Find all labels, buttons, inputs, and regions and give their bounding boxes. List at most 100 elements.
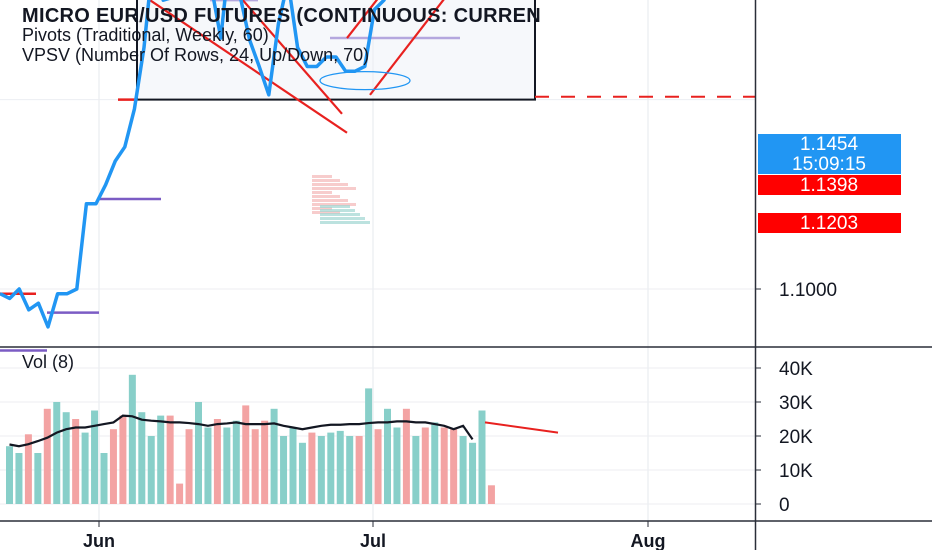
volume-bar (346, 436, 354, 504)
volume-bar (431, 422, 439, 504)
vpsv-legend: VPSV (Number Of Rows, 24, Up/Down, 70) (22, 45, 370, 65)
volume-profile-row (312, 199, 348, 202)
volume-bar (374, 429, 382, 504)
volume-tick-label: 10K (779, 461, 813, 482)
volume-ma (9, 414, 474, 448)
volume-profile-row (320, 221, 370, 224)
volume-bar (242, 405, 250, 504)
volume-trendline (484, 421, 559, 434)
volume-bar (478, 410, 486, 504)
symbol-title: MICRO EUR/USD FUTURES (CONTINUOUS: CURRE… (22, 5, 541, 27)
volume-bar (34, 453, 42, 504)
wedge-trendline (241, 0, 343, 115)
volume-bar (440, 427, 448, 504)
channel-trendline (369, 0, 445, 96)
volume-bar (402, 408, 410, 504)
volume-profile-row (320, 213, 360, 216)
drawings (0, 0, 755, 434)
volume-profile-row (312, 203, 356, 206)
volume-tick-label: 20K (779, 427, 813, 448)
volume-bar (232, 420, 240, 504)
volume-bar (213, 419, 221, 504)
volume-bar (317, 436, 325, 504)
volume-tick-label: 30K (779, 393, 813, 414)
volume-profile-row (320, 217, 365, 220)
volume-tick-label: 40K (779, 359, 813, 380)
volume-bar (365, 388, 373, 504)
volume-bar (119, 415, 127, 504)
volume-bar (100, 453, 108, 504)
volume-ma-line (9, 414, 474, 448)
volume-bar (261, 420, 269, 504)
volume-bar (450, 429, 458, 504)
volume-bar (109, 429, 117, 504)
volume-bars (6, 374, 495, 504)
volume-bar (308, 432, 316, 504)
volume-bar (24, 434, 32, 504)
price-tick-label: 1.1000 (779, 280, 837, 301)
consolidation-box (136, 0, 536, 101)
volume-bar (147, 436, 155, 504)
volume-bar (185, 429, 193, 504)
volume-profile-row (312, 183, 348, 186)
pivot-price-label: 1.1398 (800, 175, 858, 196)
wedge-trendline (149, 0, 348, 134)
volume-bar (487, 485, 495, 504)
volume-bar (195, 402, 202, 504)
volume-bar (270, 408, 278, 504)
volume-legend: Vol (8) (22, 352, 75, 372)
volume-bar (157, 415, 165, 504)
volume-profile-row (312, 195, 340, 198)
volume-bar (6, 446, 13, 504)
price-line (0, 0, 386, 329)
volume-bar (53, 402, 61, 504)
countdown-label: 15:09:15 (792, 154, 866, 175)
volume-bar (138, 412, 146, 504)
volume-bar (15, 453, 23, 504)
dashed-price-label-bg (758, 213, 901, 233)
volume-tick-label: 0 (779, 495, 790, 516)
volume-bar (393, 427, 401, 504)
volume-profile-row (312, 207, 332, 210)
volume-bar (62, 412, 70, 504)
volume-profile-row (320, 205, 350, 208)
volume-bar (128, 374, 136, 504)
volume-bar (289, 427, 297, 504)
volume-bar (459, 436, 467, 504)
volume-bar (280, 436, 288, 504)
volume-bar (166, 415, 174, 504)
volume-profile-row (312, 175, 332, 178)
dashed-price-label: 1.1203 (800, 213, 858, 234)
volume-profile-row (312, 179, 340, 182)
highlight-ellipse (319, 71, 411, 91)
volume-bar (223, 427, 231, 504)
volume-bar (412, 436, 420, 504)
time-tick-label: Jun (83, 531, 115, 550)
volume-bar (91, 410, 99, 504)
volume-profile-row (312, 187, 356, 190)
volume-bar (336, 430, 344, 504)
volume-bar (176, 483, 184, 504)
time-tick-label: Jul (360, 531, 386, 550)
volume-bar (251, 429, 259, 504)
countdown-label-bg (758, 154, 901, 174)
time-tick-label: Aug (631, 531, 666, 550)
price-series (0, 0, 386, 329)
volume-bar (72, 419, 80, 504)
volume-profile-row (320, 209, 355, 212)
volume-profile-row (312, 191, 332, 194)
last-price-label-bg (758, 134, 901, 154)
volume-profile-row (312, 211, 340, 214)
volume-bar (327, 432, 335, 504)
volume-bar (421, 427, 429, 504)
volume-bar (81, 432, 89, 504)
volume-bar (469, 442, 477, 504)
pivots-legend: Pivots (Traditional, Weekly, 60) (22, 25, 269, 45)
last-price-label: 1.1454 (800, 134, 859, 155)
pivot-price-label-bg (758, 175, 901, 195)
volume-bar (204, 427, 212, 504)
volume-bar (384, 408, 391, 504)
